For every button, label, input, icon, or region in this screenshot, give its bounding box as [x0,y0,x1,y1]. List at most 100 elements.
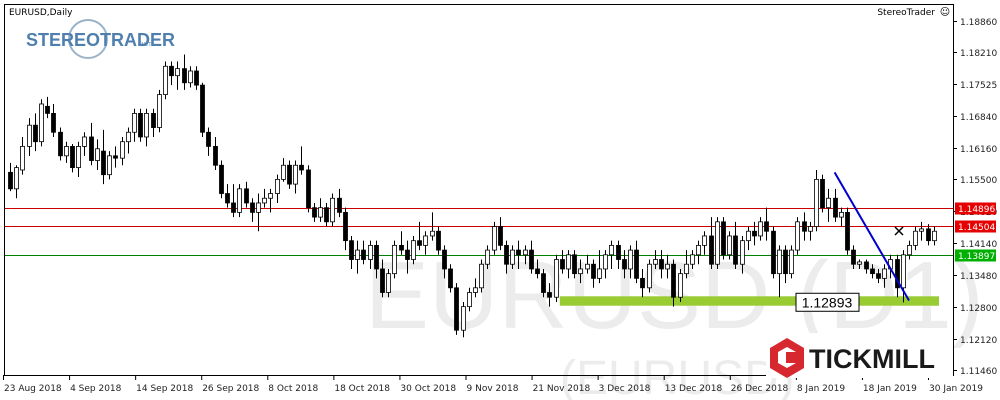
downtrend-line[interactable] [833,171,910,302]
x-tick-label: 18 Oct 2018 [334,384,390,394]
candle-body-up [27,124,32,147]
candle-body-down [864,261,869,270]
candle [442,245,447,279]
candle-body-down [436,230,441,251]
candle-body-down [709,235,714,265]
candle-body-up [814,178,819,227]
candle [839,207,844,227]
candle [182,54,187,90]
candle [411,235,416,265]
candle [789,245,794,279]
candle-body-up [411,240,416,260]
candle [256,193,261,232]
candle [82,132,87,156]
candle [120,136,125,166]
candle-body-down [89,136,94,161]
candle [386,268,391,298]
y-tick-label: 1.11460 [960,367,997,377]
candle-body-down [454,287,459,331]
candle [337,188,342,218]
candle [895,254,900,298]
level-label-bg-0 [955,202,996,215]
candle [188,66,193,88]
candle-body-up [510,249,515,265]
candle-body-down [870,268,875,275]
candle-body-up [430,230,435,237]
candle-body-down [634,249,639,279]
x-tick-label: 18 Jan 2019 [863,384,917,394]
candle-body-down [851,249,856,265]
candle-body-down [70,146,75,169]
candle-body-up [690,254,695,265]
candle-body-down [572,254,577,275]
x-tick-label: 13 Dec 2018 [665,384,723,394]
candle-body-up [275,178,280,194]
candle [194,66,199,90]
y-tick-label: 1.16160 [960,145,997,155]
candle-body-up [665,263,670,270]
candle-body-down [417,240,422,246]
candle-body-down [312,207,317,218]
tickmill-icon [770,338,804,378]
horizontal-levels [5,208,953,256]
candle [206,127,211,156]
candle-body-down [926,228,931,242]
candle [870,264,875,279]
candle [380,259,385,298]
candle-body-down [752,230,757,237]
candle-body-up [758,221,763,237]
candle [671,259,676,307]
tickmill-logo: TICKMILL [766,333,953,378]
candle [163,61,168,100]
candle [808,221,813,241]
candle-body-up [76,146,81,169]
candle [702,231,707,255]
candle [299,146,304,175]
candle-body-down [151,113,156,128]
smiley-icon: ☺ [940,7,950,18]
candle [492,221,497,255]
candle [851,245,856,269]
candle [572,250,577,279]
candle [262,188,267,208]
candle [523,245,528,265]
tickmill-logo-text: TICKMILL [809,344,935,374]
x-tick-label: 23 Aug 2018 [4,384,62,394]
support-zone [559,296,939,306]
candle-body-down [721,221,726,256]
candle-body-up [268,193,273,199]
candle [901,250,906,303]
candle [485,245,490,269]
candle-body-up [492,226,497,251]
y-tick-label: 1.12120 [960,336,997,346]
candle [634,240,639,284]
candle [659,250,664,279]
candle-body-down [659,259,664,270]
candle [89,122,94,166]
candle [802,212,807,241]
candle-body-up [423,235,428,246]
candle [405,240,410,274]
candle [374,240,379,279]
candles [8,54,937,338]
level-label-bg-1 [955,220,996,233]
candle [392,240,397,279]
x-tick-label: 14 Sep 2018 [136,384,193,394]
candle-body-down [380,268,385,293]
candle [541,268,546,298]
candle-body-down [194,70,199,86]
candle-body-down [244,188,249,204]
candle-body-up [647,263,652,289]
candle [436,226,441,255]
candle-body-down [219,164,224,194]
candle [107,151,112,180]
candle-body-down [671,263,676,298]
candle-body-up [485,249,490,265]
candle-body-down [361,249,366,260]
candle [616,240,621,269]
candle [919,221,924,241]
x-tick-label: 8 Oct 2018 [268,384,318,394]
candle-body-up [64,146,69,157]
candle [281,158,286,182]
candle-body-down [138,113,143,138]
